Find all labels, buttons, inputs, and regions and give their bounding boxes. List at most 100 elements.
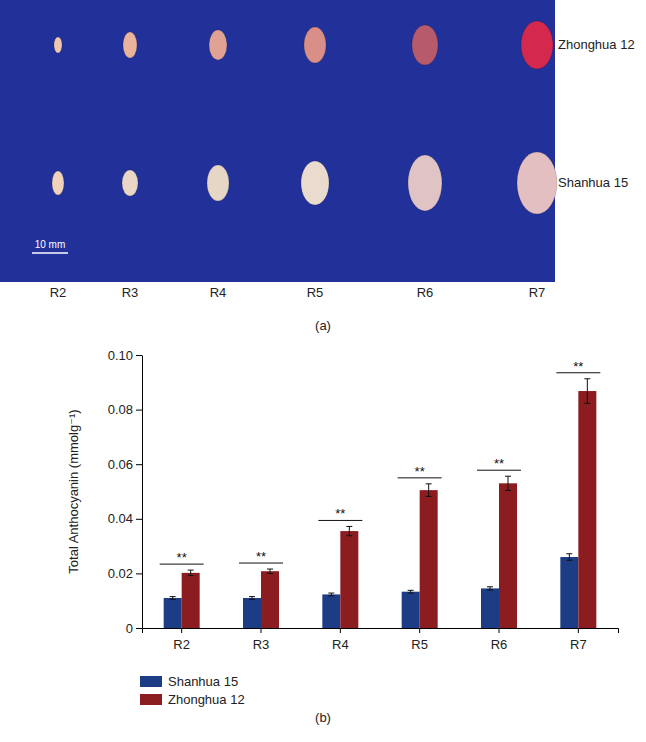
x-tick-mark: [419, 628, 420, 633]
bar: [261, 571, 279, 628]
significance-label: **: [177, 550, 187, 565]
x-tick-mark: [261, 628, 262, 633]
row-label: Zhonghua 12: [558, 37, 635, 52]
x-axis-line: [143, 629, 619, 634]
error-bar-cap: [346, 526, 352, 527]
x-tick: R3: [253, 628, 270, 652]
error-bar-cap: [566, 553, 572, 554]
bar: [243, 598, 261, 628]
seed: [209, 30, 227, 60]
error-bar-cap: [584, 378, 590, 379]
stage-label: R6: [417, 285, 434, 300]
error-bar-cap: [426, 496, 432, 497]
x-tick: R4: [332, 628, 349, 652]
x-axis: R2 R3 R4 R5 R6 R7: [143, 628, 619, 652]
x-tick-label: R6: [491, 637, 508, 652]
y-tick: 0.04: [108, 511, 142, 526]
error-bar: [487, 587, 493, 590]
error-bar-cap: [328, 593, 334, 594]
stage-label: R7: [529, 285, 546, 300]
bar: [481, 588, 499, 628]
seed: [521, 21, 553, 69]
error-bar-cap: [249, 599, 255, 600]
error-bar-cap: [408, 593, 414, 594]
x-tick-label: R4: [332, 637, 349, 652]
x-tick-mark: [181, 628, 182, 633]
error-bar: [328, 593, 334, 596]
error-bar-stem: [569, 554, 570, 561]
bar: [322, 594, 340, 628]
x-tick-label: R7: [570, 637, 587, 652]
error-bar-cap: [267, 569, 273, 570]
error-bar: [566, 554, 572, 561]
error-bar-cap: [170, 599, 176, 600]
legend: Shanhua 15Zhonghua 12: [140, 674, 245, 707]
significance-label: **: [494, 456, 504, 471]
seed: [54, 37, 62, 53]
x-tick-label: R2: [173, 637, 190, 652]
y-tick: 0.10: [108, 348, 142, 363]
x-tick-label: R3: [253, 637, 270, 652]
x-tick: R5: [411, 628, 428, 652]
y-tick-label: 0.04: [108, 511, 133, 526]
error-bar: [408, 590, 414, 593]
error-bar: [170, 597, 176, 600]
x-tick: R7: [570, 628, 587, 652]
error-bar: [505, 476, 511, 490]
error-bar-stem: [270, 569, 271, 573]
legend-swatch: [140, 694, 162, 705]
panel-label: (a): [315, 318, 331, 333]
significance-label: **: [415, 464, 425, 479]
bar: [182, 573, 200, 628]
seed: [304, 27, 326, 63]
series: [182, 379, 597, 628]
y-tick-mark: [136, 628, 142, 629]
error-bar-cap: [188, 570, 194, 571]
error-bar-cap: [188, 575, 194, 576]
x-tick-mark: [340, 628, 341, 633]
scale-bar-label: 10 mm: [35, 239, 66, 250]
seed: [301, 161, 329, 205]
y-tick: 0.02: [108, 566, 142, 581]
seed: [52, 171, 64, 195]
error-bar-cap: [505, 476, 511, 477]
y-axis-title: Total Anthocyanin (mmolg⁻¹): [66, 409, 81, 573]
photo-background: [0, 0, 555, 282]
seed: [517, 152, 557, 214]
error-bar-cap: [408, 590, 414, 591]
error-bar-cap: [267, 573, 273, 574]
seed: [122, 170, 138, 196]
error-bar-cap: [505, 490, 511, 491]
y-tick-mark: [136, 410, 142, 411]
y-tick-label: 0.06: [108, 457, 133, 472]
stage-label: R2: [50, 285, 67, 300]
x-tick-mark: [499, 628, 500, 633]
error-bar: [584, 379, 590, 404]
seed: [412, 25, 438, 65]
stage-label: R5: [307, 285, 324, 300]
error-bar-cap: [426, 483, 432, 484]
y-tick-label: 0.08: [108, 402, 133, 417]
x-tick-mark: [578, 628, 579, 633]
error-bar-stem: [508, 476, 509, 490]
stage-label: R4: [210, 285, 227, 300]
significance-label: **: [573, 359, 583, 374]
y-tick-mark: [136, 519, 142, 520]
bar: [164, 598, 182, 628]
error-bar-stem: [349, 526, 350, 535]
scale-bar: [32, 252, 68, 254]
seed: [207, 165, 229, 201]
error-bar-cap: [566, 560, 572, 561]
plot-area: [164, 379, 597, 628]
y-tick: 0.08: [108, 402, 142, 417]
error-bar-cap: [328, 595, 334, 596]
y-tick: 0: [126, 621, 142, 636]
y-tick-label: 0: [126, 621, 133, 636]
legend-label: Shanhua 15: [168, 674, 238, 689]
bar: [578, 391, 596, 628]
y-tick: 0.06: [108, 457, 142, 472]
error-bar: [267, 569, 273, 573]
error-bar-cap: [249, 596, 255, 597]
y-tick-label: 0.10: [108, 348, 133, 363]
error-bar: [426, 484, 432, 497]
